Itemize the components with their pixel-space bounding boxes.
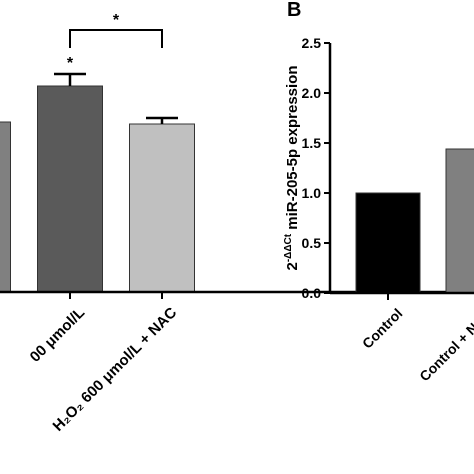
- y-label-superscript: -ΔΔCt: [283, 233, 294, 262]
- bar: [0, 121, 11, 293]
- x-tick-label: Control + NAC: [416, 305, 474, 384]
- significance-bracket: [69, 29, 163, 48]
- x-tick-label: Control: [359, 305, 406, 352]
- y-axis-label: 2-ΔΔCt miR-205-5p expression: [283, 65, 301, 270]
- bar: [445, 148, 474, 294]
- y-tick-label: 0.0: [302, 285, 322, 301]
- significance-star: *: [113, 12, 120, 29]
- bar: [37, 85, 103, 293]
- significance-star: *: [67, 55, 74, 72]
- y-tick-label: 1.0: [302, 185, 322, 201]
- panel-label: B: [287, 0, 301, 21]
- y-tick-label: 2.5: [302, 35, 322, 51]
- bar: [355, 192, 421, 294]
- y-label-base: 2: [284, 262, 301, 270]
- y-tick-label: 0.5: [302, 235, 322, 251]
- x-tick-label: 00 μmol/L: [27, 304, 89, 366]
- y-label-text: miR-205-5p expression: [284, 65, 301, 233]
- y-tick-label: 1.5: [302, 135, 322, 151]
- y-tick-label: 2.0: [302, 85, 322, 101]
- bar: [129, 123, 195, 293]
